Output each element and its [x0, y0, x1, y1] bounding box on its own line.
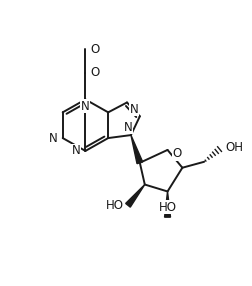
- Text: HO: HO: [159, 201, 177, 214]
- Text: N: N: [130, 103, 139, 116]
- Text: OH: OH: [225, 142, 243, 154]
- Text: O: O: [90, 66, 100, 79]
- Text: HO: HO: [106, 199, 124, 212]
- Text: O: O: [172, 147, 182, 160]
- Polygon shape: [131, 135, 143, 164]
- Text: O: O: [90, 66, 100, 79]
- Text: N: N: [72, 144, 80, 157]
- Text: O: O: [90, 43, 100, 55]
- Text: N: N: [123, 121, 132, 134]
- Text: N: N: [81, 100, 90, 113]
- Text: N: N: [49, 132, 58, 144]
- Polygon shape: [165, 191, 171, 217]
- Polygon shape: [126, 184, 145, 207]
